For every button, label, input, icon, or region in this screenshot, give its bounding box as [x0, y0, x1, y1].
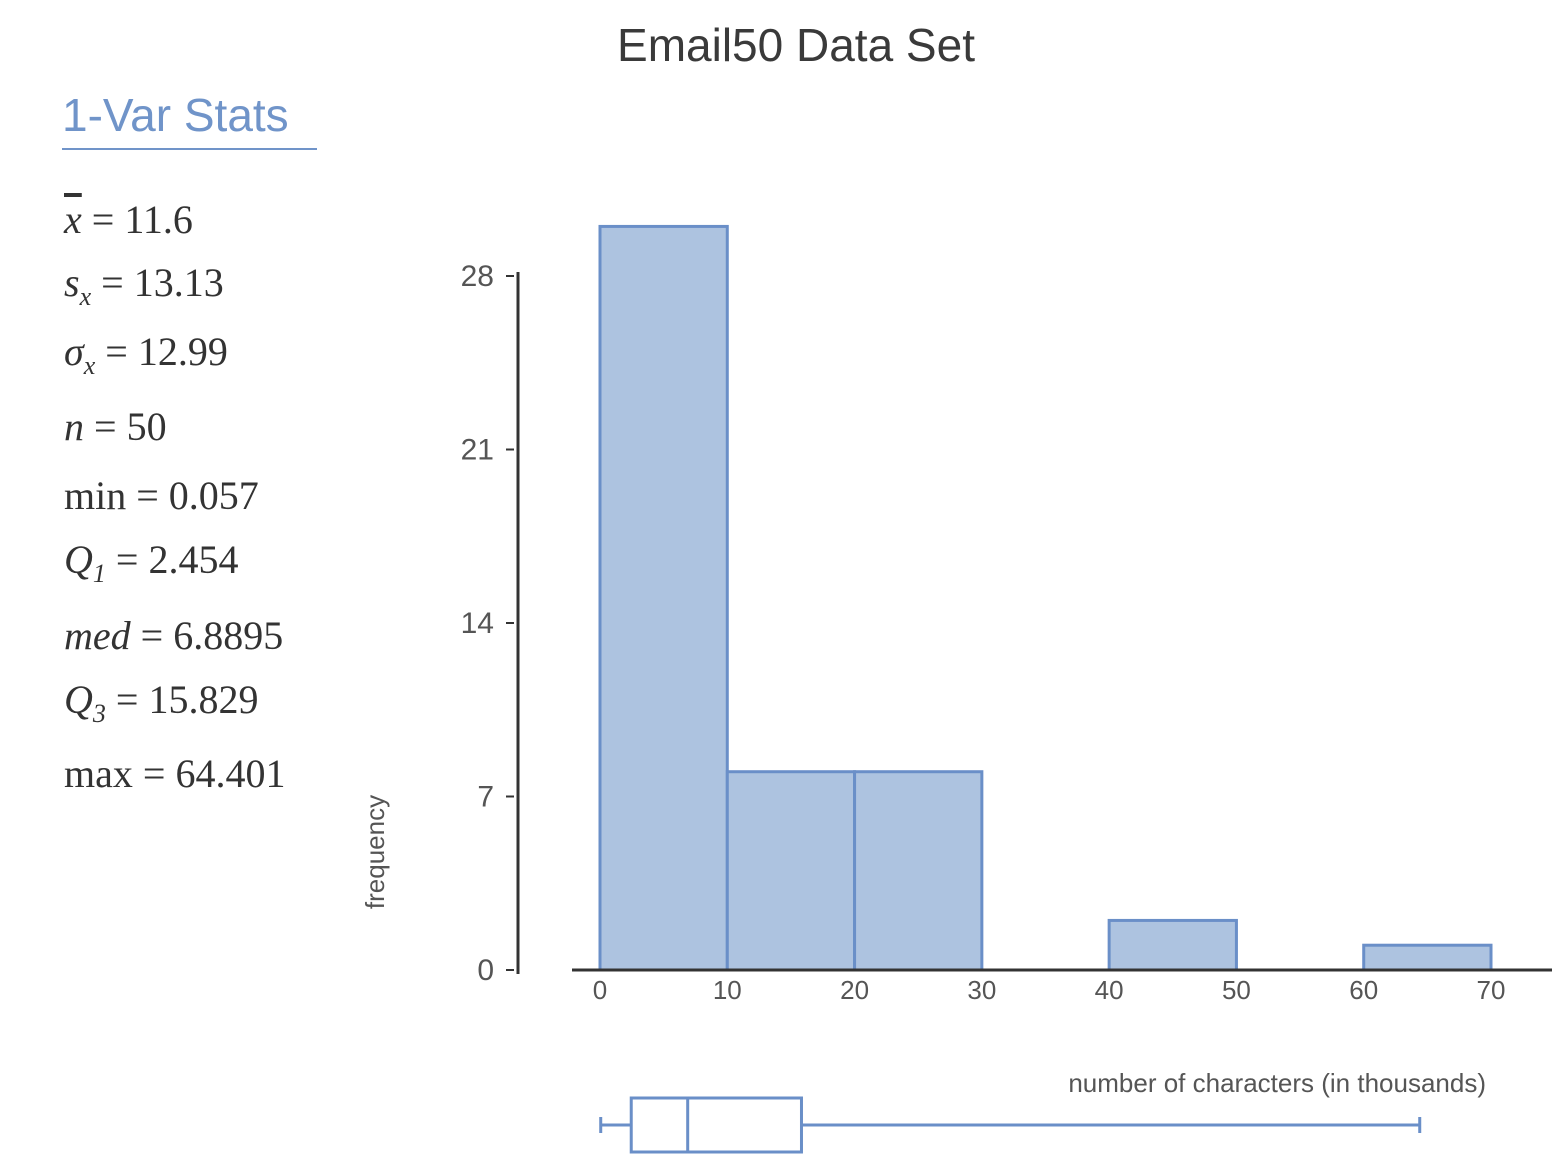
stat-mean: x = 11.6 [64, 197, 193, 242]
histogram-bar-40-50[interactable] [1107, 918, 1238, 972]
stat-min: min = 0.057 [64, 473, 259, 518]
stat-mean-value: 11.6 [124, 197, 193, 242]
stat-q1-value: 2.454 [148, 537, 239, 582]
x-tick-label-10: 10 [713, 975, 742, 1005]
stat-min-value: 0.057 [168, 473, 259, 518]
box-plot [599, 1096, 1422, 1154]
page-title: Email50 Data Set [617, 19, 975, 71]
box-plot-box[interactable] [629, 1096, 803, 1154]
stat-median-value: 6.8895 [173, 613, 284, 658]
stat-sample-sd-value: 13.13 [133, 260, 224, 305]
y-tick-label-14: 14 [461, 607, 494, 640]
histogram-bar-20-30[interactable] [853, 770, 984, 972]
y-tick-label-7: 7 [477, 781, 494, 814]
stat-n-value: 50 [126, 404, 167, 449]
histogram-bars [598, 224, 1493, 972]
stat-population-sd-value: 12.99 [137, 329, 228, 374]
x-tick-label-30: 30 [967, 975, 996, 1005]
stat-q3: Q3 = 15.829 [64, 677, 259, 728]
stat-q3-value: 15.829 [148, 677, 259, 722]
stat-q1: Q1 = 2.454 [64, 537, 239, 588]
stat-sample-sd: sx = 13.13 [64, 260, 224, 311]
x-tick-label-0: 0 [593, 975, 607, 1005]
x-axis: 0 10 20 30 40 50 60 70 [572, 968, 1552, 1005]
x-tick-label-70: 70 [1477, 975, 1506, 1005]
y-tick-label-28: 28 [461, 260, 494, 293]
x-tick-label-60: 60 [1349, 975, 1378, 1005]
x-tick-label-20: 20 [840, 975, 869, 1005]
histogram-bar-0-10[interactable] [598, 224, 729, 972]
y-axis-label: frequency [360, 795, 390, 909]
stat-population-sd: σx = 12.99 [64, 329, 228, 380]
y-tick-label-0: 0 [477, 954, 494, 987]
x-tick-label-40: 40 [1095, 975, 1124, 1005]
stat-median: med = 6.8895 [64, 613, 284, 658]
stat-n: n = 50 [64, 404, 167, 449]
stats-heading[interactable]: 1-Var Stats [62, 88, 317, 150]
y-axis: 0 7 14 21 28 [461, 260, 520, 987]
histogram-bar-60-70[interactable] [1362, 943, 1493, 972]
y-tick-label-21: 21 [461, 434, 494, 467]
x-axis-label: number of characters (in thousands) [1068, 1068, 1486, 1098]
stat-max: max = 64.401 [64, 751, 286, 796]
histogram-bar-10-20[interactable] [725, 770, 857, 972]
x-tick-label-50: 50 [1222, 975, 1251, 1005]
stat-max-value: 64.401 [175, 751, 286, 796]
